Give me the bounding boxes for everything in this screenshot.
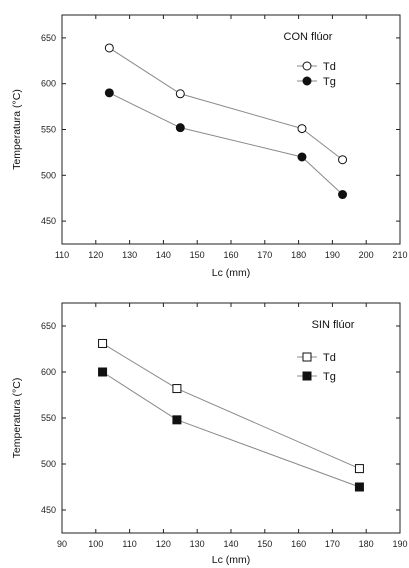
legend-label: Td <box>323 61 336 73</box>
data-point-td <box>98 338 108 348</box>
x-tick-label: 160 <box>291 539 306 549</box>
x-tick-label: 140 <box>156 250 171 260</box>
y-tick-label: 500 <box>41 170 56 180</box>
series-line-tg <box>109 92 343 195</box>
series-line-td <box>102 343 360 470</box>
x-tick-label: 150 <box>257 539 272 549</box>
x-tick-label: 200 <box>359 250 374 260</box>
data-point-tg <box>172 415 182 425</box>
data-point-td <box>104 43 114 53</box>
data-point-tg <box>338 190 348 200</box>
x-tick-label: 110 <box>55 250 69 260</box>
y-tick-label: 550 <box>41 413 56 423</box>
legend-marker <box>302 352 312 362</box>
y-tick-label: 450 <box>41 216 56 226</box>
y-tick-label: 500 <box>41 459 56 469</box>
x-tick-label: 100 <box>88 539 103 549</box>
x-tick-label: 170 <box>325 539 340 549</box>
data-point-tg <box>98 367 108 377</box>
chart-title: SIN flúor <box>312 319 355 331</box>
data-point-td <box>338 155 348 165</box>
legend-label: Td <box>323 352 336 364</box>
legend-label: Tg <box>323 371 336 383</box>
y-tick-label: 550 <box>41 125 56 135</box>
data-point-td <box>297 124 307 134</box>
x-tick-label: 120 <box>88 250 103 260</box>
x-tick-label: 190 <box>325 250 340 260</box>
x-tick-label: 170 <box>257 250 272 260</box>
chart-panel-1: 110 120 130 140 150 160 170 180 190 200 210 450 500 5… <box>11 14 408 279</box>
data-point-tg <box>104 88 114 98</box>
x-tick-label: 130 <box>190 539 205 549</box>
y-tick-label: 450 <box>41 505 56 515</box>
data-point-tg <box>297 152 307 162</box>
y-tick-label: 600 <box>41 79 56 89</box>
x-tick-label: 180 <box>359 539 374 549</box>
x-tick-label: 130 <box>122 250 137 260</box>
plot-frame <box>61 302 401 534</box>
x-tick-label: 140 <box>223 539 238 549</box>
y-axis-label: Temperatura (°C) <box>11 378 23 459</box>
y-tick-label: 650 <box>41 33 56 43</box>
y-tick-label: 650 <box>41 321 56 331</box>
data-point-td <box>354 464 364 474</box>
x-tick-label: 190 <box>392 539 407 549</box>
x-tick-label: 210 <box>392 250 407 260</box>
x-tick-label: 180 <box>291 250 306 260</box>
x-axis-label: Lc (mm) <box>212 554 251 566</box>
y-axis-label: Temperatura (°C) <box>11 89 23 170</box>
x-tick-label: 110 <box>122 539 136 549</box>
x-tick-label: 150 <box>190 250 205 260</box>
chart-title: CON flúor <box>284 31 333 43</box>
y-tick-label: 600 <box>41 367 56 377</box>
legend-marker <box>302 61 312 71</box>
x-tick-label: 90 <box>57 539 67 549</box>
x-tick-label: 120 <box>156 539 171 549</box>
legend-label: Tg <box>323 76 336 88</box>
series-line-tg <box>102 371 360 488</box>
data-point-tg <box>354 482 364 492</box>
data-point-td <box>172 384 182 394</box>
data-point-td <box>175 89 185 99</box>
chart-panel-2: 90 100 110 120 130 140 150 160 170 180 190 450 500 55… <box>11 302 408 566</box>
series-line-td <box>109 47 343 161</box>
legend-marker <box>302 371 312 381</box>
x-axis-label: Lc (mm) <box>212 267 251 279</box>
data-point-tg <box>175 123 185 133</box>
legend-marker <box>302 76 312 86</box>
x-tick-label: 160 <box>223 250 238 260</box>
